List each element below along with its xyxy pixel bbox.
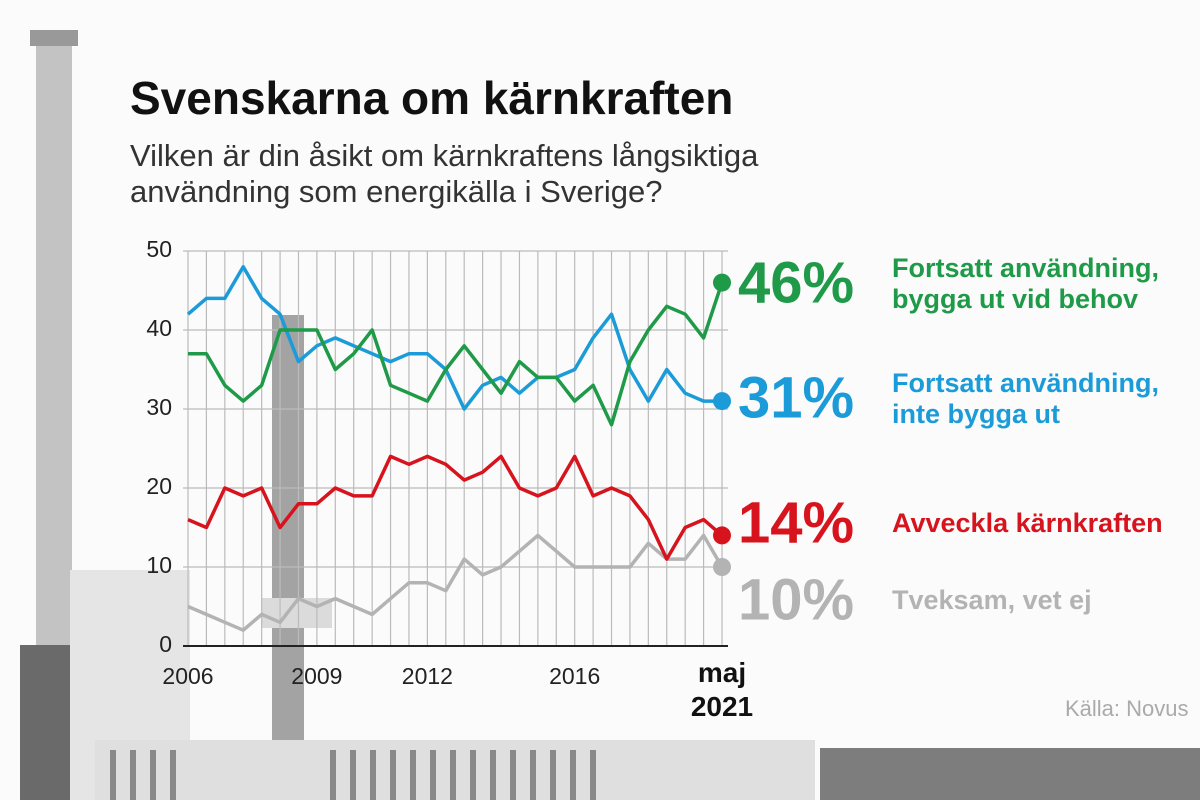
value-label: 10%	[738, 567, 854, 632]
x-tick-label: 2016	[549, 663, 600, 689]
x-tick-label: maj 2021	[691, 657, 753, 722]
legend-label: Tveksam, vet ej	[892, 585, 1092, 615]
value-label: 46%	[738, 250, 854, 315]
y-tick-label: 50	[146, 236, 172, 262]
series-line	[188, 282, 724, 427]
series-line	[187, 533, 724, 632]
y-tick-label: 20	[146, 473, 172, 499]
chart-title: Svenskarna om kärnkraften	[130, 72, 733, 124]
end-point	[713, 558, 731, 576]
chart-subtitle: användning som energikälla i Sverige?	[130, 174, 663, 209]
legend-label: Fortsatt användning, inte bygga ut	[892, 368, 1159, 429]
y-tick-label: 40	[146, 315, 172, 341]
x-tick-label: 2009	[291, 663, 342, 689]
series-line	[186, 265, 722, 411]
y-tick-label: 10	[146, 552, 172, 578]
x-tick-label: 2006	[162, 663, 213, 689]
chart-subtitle: Vilken är din åsikt om kärnkraftens lång…	[130, 138, 759, 173]
series-line	[187, 454, 724, 561]
legend-label: Avveckla kärnkraften	[892, 508, 1163, 538]
x-tick-label: 2012	[402, 663, 453, 689]
end-point	[713, 273, 731, 292]
y-tick-label: 30	[146, 394, 172, 420]
end-point	[713, 526, 731, 545]
source: Källa: Novus	[1065, 696, 1189, 721]
end-point	[713, 392, 731, 411]
value-label: 14%	[738, 490, 854, 555]
value-label: 31%	[738, 365, 854, 430]
y-tick-label: 0	[159, 631, 172, 657]
legend-label: Fortsatt användning, bygga ut vid behov	[892, 253, 1159, 314]
